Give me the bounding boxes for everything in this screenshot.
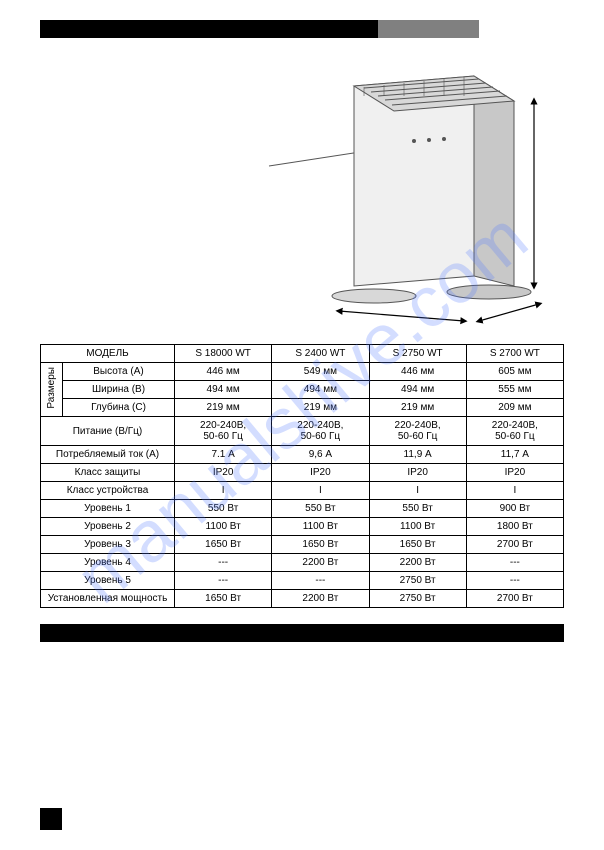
- header-bar-black: [40, 20, 378, 38]
- cell: 1100 Вт: [369, 518, 466, 536]
- product-diagram: [40, 46, 564, 336]
- cell: 494 мм: [175, 381, 272, 399]
- header-bar: [40, 20, 564, 38]
- cell: 1100 Вт: [272, 518, 369, 536]
- cell: ---: [175, 554, 272, 572]
- dimensions-group-label: Размеры: [41, 363, 63, 417]
- cell: 494 мм: [369, 381, 466, 399]
- cell: IP20: [175, 464, 272, 482]
- cell: 549 мм: [272, 363, 369, 381]
- cell: 2200 Вт: [272, 590, 369, 608]
- table-row: Потребляемый ток (А) 7.1 А 9,6 А 11,9 А …: [41, 446, 564, 464]
- row-label: Ширина (В): [63, 381, 175, 399]
- cell: 446 мм: [369, 363, 466, 381]
- cell: I: [175, 482, 272, 500]
- cell: 550 Вт: [272, 500, 369, 518]
- cell: 209 мм: [466, 399, 563, 417]
- cell: 220-240В, 50-60 Гц: [175, 417, 272, 446]
- table-row: Уровень 1 550 Вт 550 Вт 550 Вт 900 Вт: [41, 500, 564, 518]
- row-label: Питание (В/Гц): [41, 417, 175, 446]
- cell: 2750 Вт: [369, 590, 466, 608]
- cell: 1650 Вт: [369, 536, 466, 554]
- cell: 446 мм: [175, 363, 272, 381]
- cell: 550 Вт: [369, 500, 466, 518]
- cell: IP20: [369, 464, 466, 482]
- row-label: Установленная мощность: [41, 590, 175, 608]
- col-header: S 18000 WT: [175, 345, 272, 363]
- model-label: МОДЕЛЬ: [41, 345, 175, 363]
- cell: I: [369, 482, 466, 500]
- cell: 2700 Вт: [466, 590, 563, 608]
- row-label: Потребляемый ток (А): [41, 446, 175, 464]
- cell: ---: [466, 554, 563, 572]
- header-bar-gray: [378, 20, 479, 38]
- cell: 605 мм: [466, 363, 563, 381]
- header-bar-white: [479, 20, 564, 38]
- col-header: S 2400 WT: [272, 345, 369, 363]
- table-row: Уровень 4 --- 2200 Вт 2200 Вт ---: [41, 554, 564, 572]
- row-label: Класс устройства: [41, 482, 175, 500]
- cell: 7.1 А: [175, 446, 272, 464]
- row-label: Уровень 5: [41, 572, 175, 590]
- table-row: Уровень 2 1100 Вт 1100 Вт 1100 Вт 1800 В…: [41, 518, 564, 536]
- col-header: S 2750 WT: [369, 345, 466, 363]
- heater-illustration: [264, 46, 564, 336]
- table-header-row: МОДЕЛЬ S 18000 WT S 2400 WT S 2750 WT S …: [41, 345, 564, 363]
- row-label: Уровень 4: [41, 554, 175, 572]
- cell: 9,6 А: [272, 446, 369, 464]
- cell: 2200 Вт: [369, 554, 466, 572]
- table-row: Питание (В/Гц) 220-240В, 50-60 Гц 220-24…: [41, 417, 564, 446]
- cell: I: [466, 482, 563, 500]
- cell: 900 Вт: [466, 500, 563, 518]
- cell: 11,7 А: [466, 446, 563, 464]
- table-row: Размеры Высота (А) 446 мм 549 мм 446 мм …: [41, 363, 564, 381]
- cell: 1100 Вт: [175, 518, 272, 536]
- footer-bar: [40, 624, 564, 642]
- spec-table: МОДЕЛЬ S 18000 WT S 2400 WT S 2750 WT S …: [40, 344, 564, 608]
- cell: IP20: [272, 464, 369, 482]
- cell: 1800 Вт: [466, 518, 563, 536]
- cell: 220-240В, 50-60 Гц: [369, 417, 466, 446]
- row-label: Уровень 3: [41, 536, 175, 554]
- cell: 1650 Вт: [175, 590, 272, 608]
- cell: 2750 Вт: [369, 572, 466, 590]
- table-row: Установленная мощность 1650 Вт 2200 Вт 2…: [41, 590, 564, 608]
- table-row: Класс устройства I I I I: [41, 482, 564, 500]
- row-label: Высота (А): [63, 363, 175, 381]
- cell: 220-240В, 50-60 Гц: [466, 417, 563, 446]
- cell: 219 мм: [175, 399, 272, 417]
- cell: 220-240В, 50-60 Гц: [272, 417, 369, 446]
- cell: 2200 Вт: [272, 554, 369, 572]
- cell: 219 мм: [369, 399, 466, 417]
- cell: 1650 Вт: [272, 536, 369, 554]
- table-row: Класс защиты IP20 IP20 IP20 IP20: [41, 464, 564, 482]
- table-row: Ширина (В) 494 мм 494 мм 494 мм 555 мм: [41, 381, 564, 399]
- page-number-box: [40, 808, 62, 830]
- row-label: Уровень 2: [41, 518, 175, 536]
- cell: 11,9 А: [369, 446, 466, 464]
- cell: ---: [175, 572, 272, 590]
- cell: ---: [466, 572, 563, 590]
- row-label: Класс защиты: [41, 464, 175, 482]
- table-row: Уровень 3 1650 Вт 1650 Вт 1650 Вт 2700 В…: [41, 536, 564, 554]
- cell: I: [272, 482, 369, 500]
- col-header: S 2700 WT: [466, 345, 563, 363]
- row-label: Уровень 1: [41, 500, 175, 518]
- table-row: Глубина (С) 219 мм 219 мм 219 мм 209 мм: [41, 399, 564, 417]
- row-label: Глубина (С): [63, 399, 175, 417]
- cell: IP20: [466, 464, 563, 482]
- cell: 2700 Вт: [466, 536, 563, 554]
- table-row: Уровень 5 --- --- 2750 Вт ---: [41, 572, 564, 590]
- cell: ---: [272, 572, 369, 590]
- cell: 550 Вт: [175, 500, 272, 518]
- cell: 1650 Вт: [175, 536, 272, 554]
- cell: 555 мм: [466, 381, 563, 399]
- cell: 494 мм: [272, 381, 369, 399]
- cell: 219 мм: [272, 399, 369, 417]
